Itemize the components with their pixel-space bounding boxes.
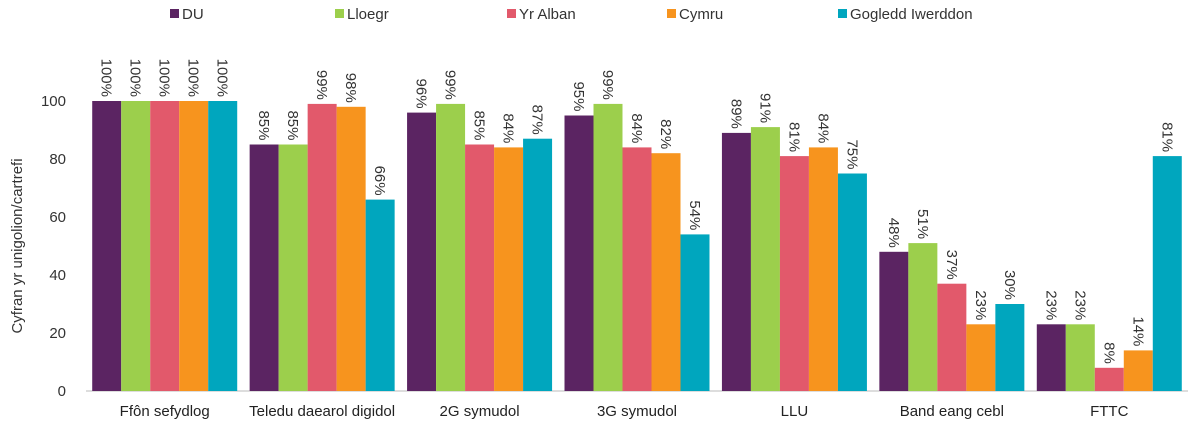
value-label: 82% — [657, 119, 674, 149]
legend-label: Lloegr — [347, 6, 389, 23]
value-label: 23% — [1042, 290, 1059, 320]
bar — [336, 106, 366, 392]
value-label: 8% — [1100, 342, 1117, 364]
x-tick-label: Band eang cebl — [899, 403, 1004, 420]
value-label: 81% — [785, 122, 802, 152]
value-label: 99% — [313, 70, 330, 100]
bar — [494, 147, 524, 391]
bar — [249, 144, 279, 391]
bar — [966, 324, 996, 391]
y-tick-label: 20 — [49, 325, 66, 342]
bar — [407, 112, 437, 391]
bar — [622, 147, 652, 391]
value-label: 54% — [686, 200, 703, 230]
y-axis-label: Cyfran yr unigolion/cartrefi — [9, 158, 26, 333]
value-label: 89% — [727, 99, 744, 129]
bar — [564, 115, 594, 391]
value-label: 98% — [342, 73, 359, 103]
value-label: 95% — [570, 81, 587, 111]
bar — [1036, 324, 1066, 391]
bar — [1065, 324, 1095, 391]
value-label: 85% — [284, 110, 301, 140]
x-tick-label: Ffôn sefydlog — [119, 403, 210, 420]
value-label: 100% — [214, 59, 231, 97]
legend-swatch — [838, 9, 847, 18]
bar — [1152, 156, 1182, 391]
value-label: 84% — [628, 113, 645, 143]
value-label: 37% — [943, 250, 960, 280]
value-label: 99% — [599, 70, 616, 100]
y-tick-label: 0 — [58, 383, 66, 400]
bar — [680, 234, 710, 391]
legend-swatch — [667, 9, 676, 18]
value-label: 51% — [914, 209, 931, 239]
legend-label: Gogledd Iwerddon — [850, 6, 973, 23]
bar — [651, 153, 681, 391]
bar — [278, 144, 308, 391]
bar — [92, 101, 122, 391]
legend-swatch — [335, 9, 344, 18]
value-label: 14% — [1129, 316, 1146, 346]
value-label: 100% — [185, 59, 202, 97]
y-tick-label: 80 — [49, 151, 66, 168]
value-label: 23% — [972, 290, 989, 320]
value-label: 85% — [255, 110, 272, 140]
legend-swatch — [170, 9, 179, 18]
value-label: 87% — [529, 105, 546, 135]
bar — [307, 103, 337, 392]
bar — [808, 147, 838, 391]
value-label: 100% — [127, 59, 144, 97]
value-label: 99% — [442, 70, 459, 100]
value-label: 30% — [1001, 270, 1018, 300]
bar — [150, 101, 180, 391]
x-tick-label: FTTC — [1090, 403, 1129, 420]
value-label: 100% — [156, 59, 173, 97]
bar — [523, 138, 553, 391]
bar — [837, 173, 867, 391]
value-label: 48% — [885, 218, 902, 248]
x-tick-label: 2G symudol — [439, 403, 520, 420]
value-label: 84% — [814, 113, 831, 143]
bar — [465, 144, 495, 391]
value-label: 91% — [756, 93, 773, 123]
bar — [593, 103, 623, 392]
value-label: 75% — [843, 139, 860, 169]
value-label: 81% — [1158, 122, 1175, 152]
x-tick-label: 3G symudol — [596, 403, 678, 420]
y-tick-label: 100 — [41, 93, 66, 110]
legend-swatch — [507, 9, 516, 18]
bar — [436, 103, 466, 392]
x-tick-label: Teledu daearol digidol — [249, 403, 396, 420]
bar — [721, 132, 751, 391]
y-tick-label: 40 — [49, 267, 66, 284]
value-label: 66% — [371, 166, 388, 196]
value-label: 96% — [413, 79, 430, 109]
bar — [937, 283, 967, 391]
bar — [1094, 367, 1124, 391]
bar — [750, 127, 780, 391]
bar — [121, 101, 151, 391]
legend-label: Yr Alban — [519, 6, 576, 23]
bar — [995, 304, 1025, 391]
bar — [1123, 350, 1153, 391]
legend-label: DU — [182, 6, 204, 23]
value-label: 23% — [1071, 290, 1088, 320]
bar — [908, 243, 938, 391]
bar — [179, 101, 209, 391]
bar — [365, 199, 395, 391]
value-label: 100% — [98, 59, 115, 97]
value-label: 85% — [471, 110, 488, 140]
x-tick-label: LLU — [780, 403, 809, 420]
bar — [779, 156, 809, 391]
bar — [208, 101, 238, 391]
bar — [879, 251, 909, 391]
legend-label: Cymru — [679, 6, 723, 23]
value-label: 84% — [500, 113, 517, 143]
y-tick-label: 60 — [49, 209, 66, 226]
